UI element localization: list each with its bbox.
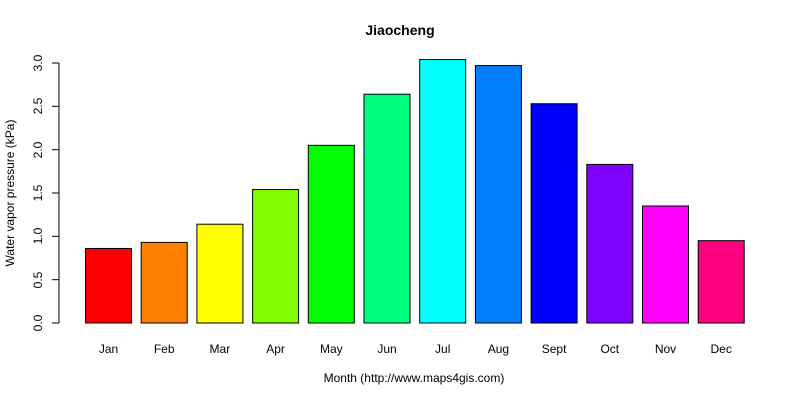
- x-tick-label: Oct: [600, 342, 620, 356]
- x-tick-label: Jul: [435, 342, 451, 356]
- bar-dec: [697, 240, 745, 324]
- y-tick-label: 0.5: [31, 271, 45, 288]
- x-tick-label: Dec: [710, 342, 732, 356]
- bar-jul: [419, 59, 467, 324]
- x-tick-label: Aug: [487, 342, 510, 356]
- x-tick-label: May: [319, 342, 343, 356]
- chart-title: Jiaocheng: [365, 22, 435, 38]
- bar-mar: [196, 223, 244, 324]
- bar-jan: [85, 247, 132, 324]
- x-tick-label: Jun: [377, 342, 397, 356]
- x-tick-label: Feb: [153, 342, 175, 356]
- y-tick-label: 2.5: [31, 97, 45, 115]
- x-tick-label: Apr: [266, 342, 285, 356]
- bar-oct: [586, 163, 634, 324]
- x-axis-label: Month (http://www.maps4gis.com): [323, 371, 505, 385]
- bar-sept: [530, 103, 578, 324]
- x-tick-label: Sept: [541, 342, 567, 356]
- x-tick-label: Nov: [654, 342, 677, 356]
- y-tick-label: 3.0: [31, 54, 45, 72]
- y-tick-label: 0.0: [31, 314, 45, 332]
- x-tick-label: Jan: [98, 342, 119, 356]
- bar-feb: [140, 241, 188, 324]
- bar-nov: [642, 205, 689, 324]
- bar-jun: [363, 93, 411, 324]
- x-tick-label: Mar: [209, 342, 231, 356]
- y-tick-label: 2.0: [31, 141, 45, 158]
- bar-apr: [252, 189, 300, 324]
- y-tick-label: 1.0: [31, 227, 45, 245]
- bar-may: [307, 144, 355, 324]
- y-axis-label: Water vapor pressure (kPa): [3, 119, 17, 267]
- bar-aug: [474, 65, 522, 324]
- y-tick-label: 1.5: [31, 184, 45, 202]
